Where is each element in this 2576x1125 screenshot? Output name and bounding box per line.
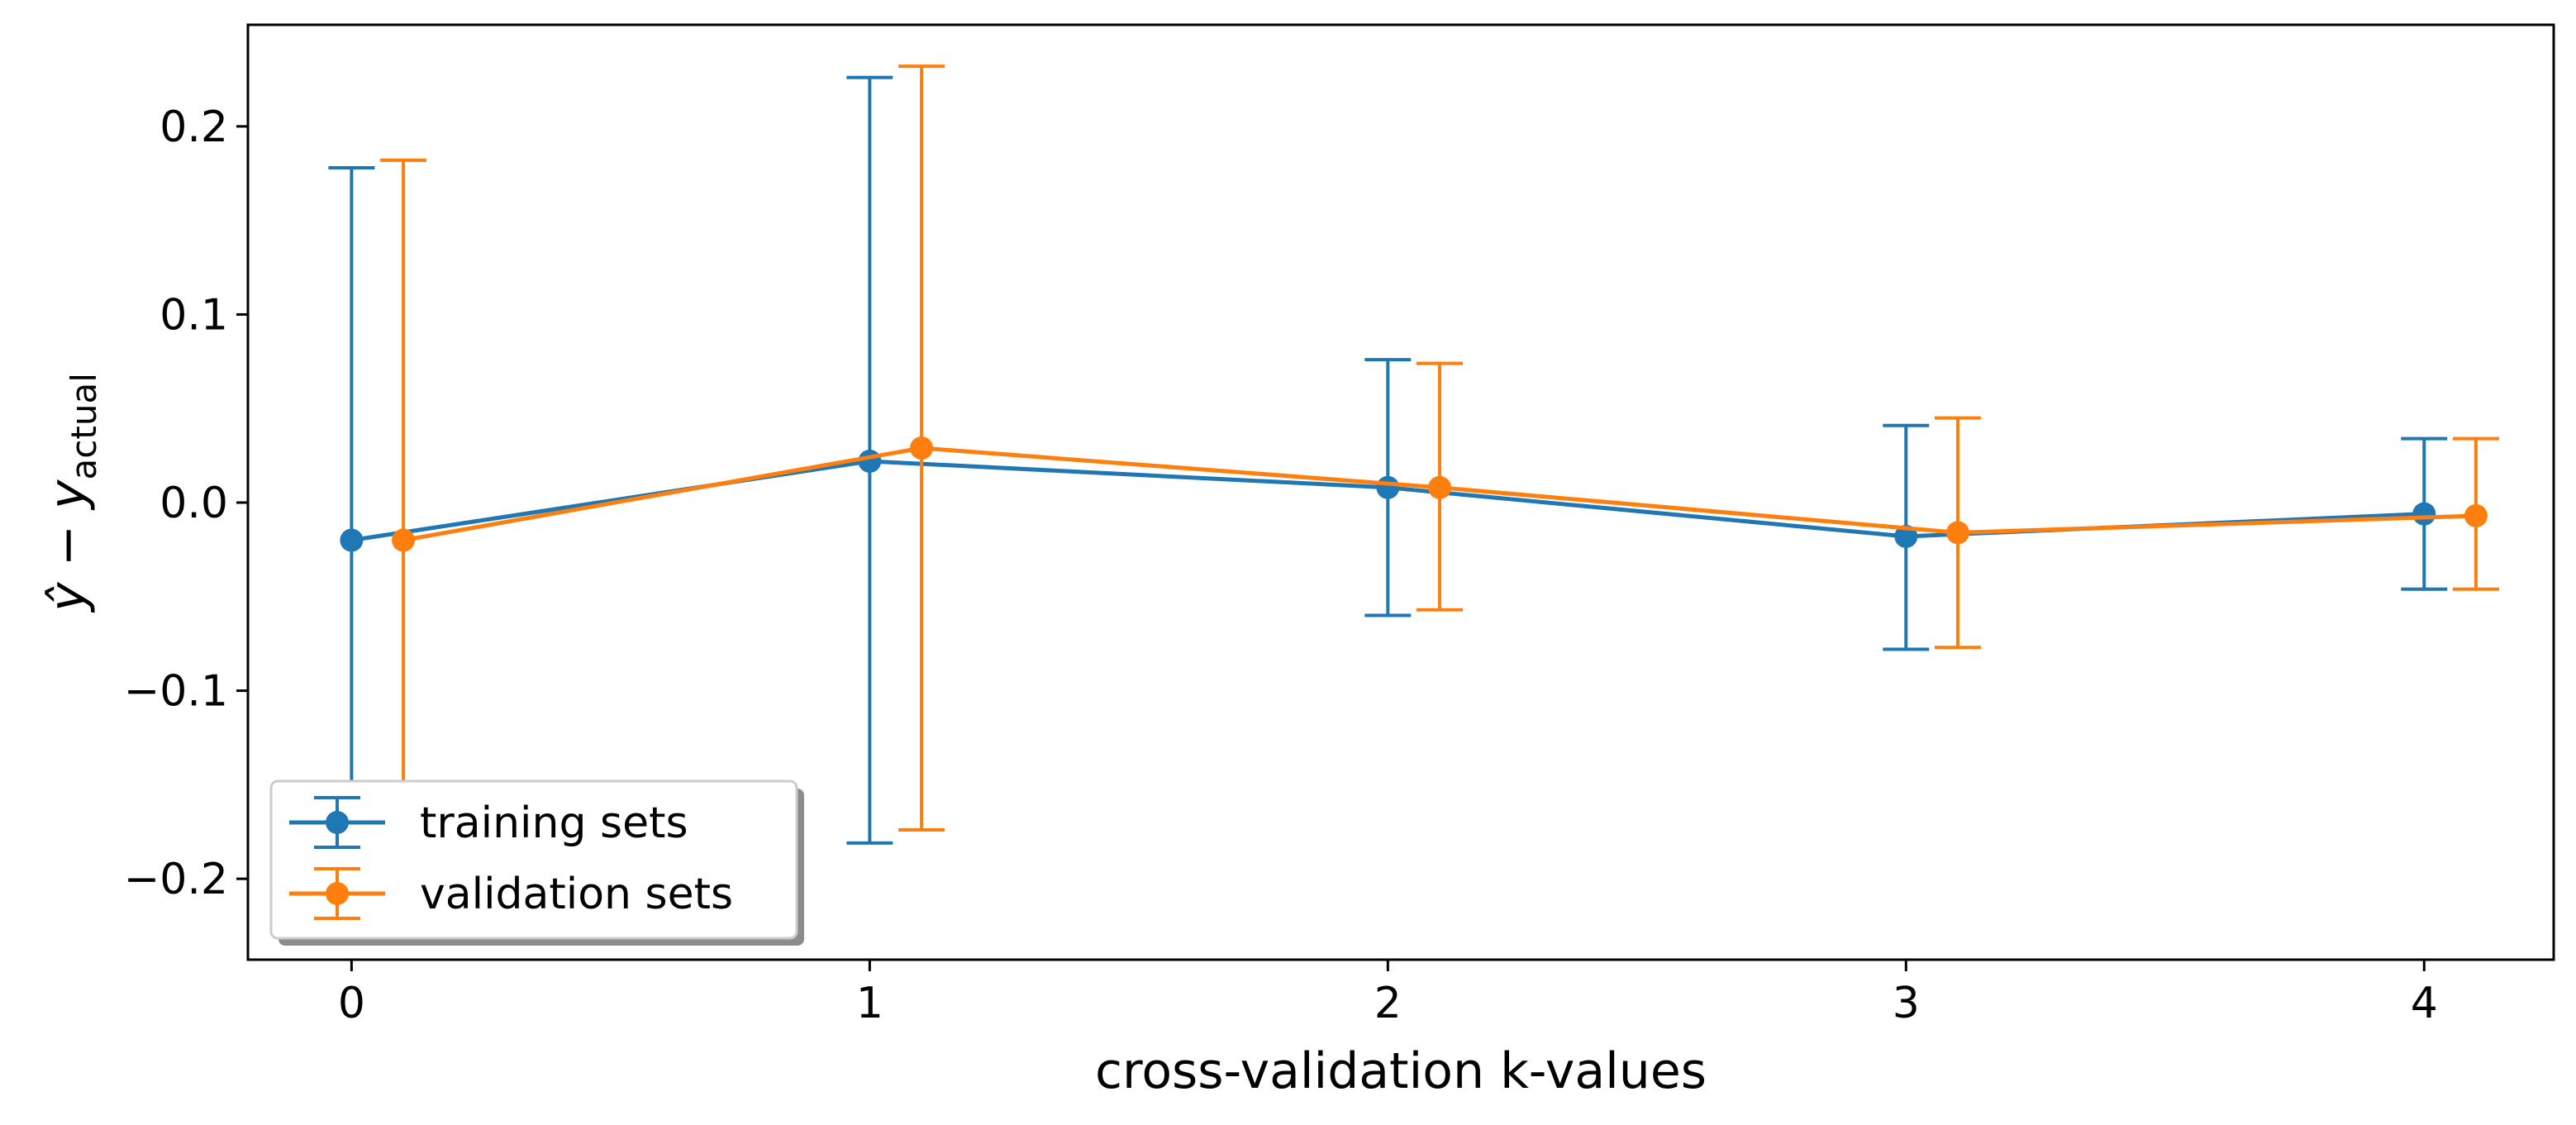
y-tick-label: −0.2 <box>124 855 228 904</box>
data-point <box>392 528 416 552</box>
axes-layer: 0 1 2 3 4 −0.2 −0.1 0.0 0.1 0.2 cross-validation k… <box>39 102 2438 1100</box>
legend-swatch-marker <box>326 882 349 905</box>
x-tick-label: 4 <box>2411 979 2438 1028</box>
plot-frame <box>246 23 2555 961</box>
data-point <box>1376 475 1400 499</box>
legend-label-validation: validation sets <box>420 870 733 919</box>
x-tick-label: 3 <box>1893 979 1920 1028</box>
legend-label-training: training sets <box>420 798 688 848</box>
legend-swatch-marker <box>326 811 349 834</box>
legend: training sets validation sets <box>269 779 804 946</box>
data-point <box>340 528 364 552</box>
data-point <box>2464 503 2488 527</box>
legend-box <box>269 779 798 940</box>
data-point <box>2412 502 2436 526</box>
data-point <box>910 436 934 460</box>
data-point <box>858 449 882 473</box>
x-tick-label: 1 <box>856 979 883 1028</box>
data-point <box>1428 475 1452 499</box>
y-tick-label: 0.1 <box>160 290 228 340</box>
y-axis-label: ŷ − yactual <box>39 373 104 613</box>
x-axis-label: cross-validation k-values <box>1095 1042 1707 1100</box>
series-validation <box>380 64 2499 922</box>
y-tick-label: 0.0 <box>160 479 228 528</box>
y-tick-label: 0.2 <box>160 102 228 152</box>
data-point <box>1945 521 1969 545</box>
x-tick-label: 0 <box>338 979 365 1028</box>
x-tick-label: 2 <box>1374 979 1402 1028</box>
series-layer <box>328 64 2499 922</box>
y-tick-label: −0.1 <box>124 667 228 717</box>
